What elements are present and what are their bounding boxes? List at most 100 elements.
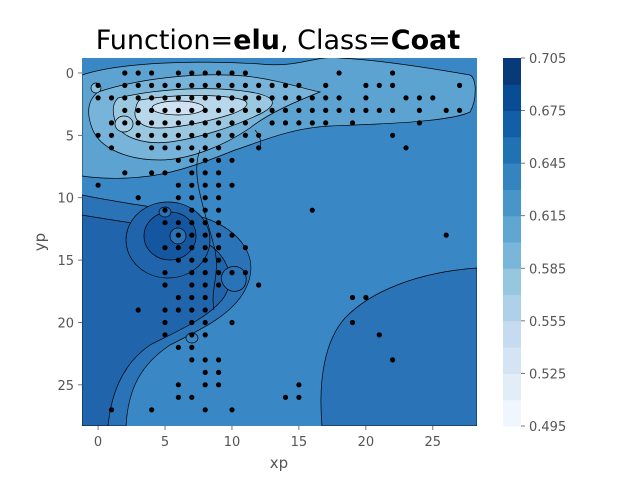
data-point [162, 95, 168, 101]
data-point [175, 257, 181, 263]
data-point [282, 120, 289, 126]
data-point [229, 95, 235, 101]
data-point [175, 132, 181, 138]
data-point [95, 132, 101, 138]
data-point [202, 95, 208, 101]
data-point [309, 95, 315, 101]
data-point [189, 195, 195, 201]
data-point [269, 95, 275, 101]
data-point [189, 257, 195, 263]
colorbar-segment [503, 268, 521, 296]
data-point [149, 120, 155, 126]
data-point [390, 132, 396, 138]
data-point [256, 145, 262, 151]
data-point [443, 232, 449, 238]
colorbar-tick-label: 0.555 [529, 315, 566, 330]
contour-line-column [196, 149, 217, 311]
data-point [242, 70, 248, 76]
data-point [229, 407, 235, 413]
data-point [336, 70, 342, 76]
data-point [122, 95, 128, 101]
data-point [216, 220, 222, 226]
x-axis-ticks: 0 5 10 15 20 25 [94, 426, 441, 450]
data-point [202, 332, 208, 338]
data-point [189, 245, 195, 251]
data-point [202, 195, 208, 201]
data-point [269, 120, 275, 126]
data-point [282, 82, 289, 88]
data-point [416, 107, 422, 113]
data-point [202, 382, 208, 388]
data-point [216, 207, 222, 213]
data-point [162, 207, 168, 213]
data-point [323, 107, 329, 113]
data-point [216, 245, 222, 251]
data-point [202, 294, 208, 301]
data-point [242, 95, 248, 101]
colorbar-tick-label: 0.495 [529, 420, 566, 435]
data-point [202, 82, 208, 88]
data-point [108, 145, 115, 151]
data-point [95, 182, 101, 188]
data-point [202, 145, 208, 151]
data-point [175, 220, 181, 226]
data-point [175, 82, 181, 88]
y-tick-label: 15 [57, 254, 74, 269]
data-point [202, 157, 208, 163]
chart-title: Function=elu, Class=Coat [96, 25, 461, 56]
data-point [390, 82, 396, 88]
data-point [202, 207, 208, 213]
data-point [256, 82, 262, 88]
data-point [202, 245, 208, 251]
data-point [202, 182, 208, 188]
data-point [135, 107, 141, 113]
x-tick-label: 25 [425, 435, 442, 450]
data-point [256, 132, 262, 138]
data-point [202, 319, 208, 326]
data-point [403, 95, 409, 101]
colorbar: 0.705 0.675 0.645 0.615 0.585 0.555 0.525 0.495 [503, 52, 566, 435]
data-point [122, 170, 128, 176]
data-point [162, 319, 168, 326]
data-point [189, 207, 195, 213]
data-point [216, 182, 222, 188]
data-point [282, 107, 289, 113]
x-tick-label: 10 [224, 435, 241, 450]
colorbar-segment [503, 320, 521, 348]
contour-band-dark-right [320, 267, 477, 426]
data-point [336, 107, 342, 113]
colorbar-segment [503, 110, 521, 138]
data-point [202, 170, 208, 176]
colorbar-segment [503, 294, 521, 322]
data-point [135, 82, 141, 88]
data-point [336, 95, 342, 101]
data-point [189, 95, 195, 101]
x-tick-label: 5 [161, 435, 169, 450]
colorbar-segment [503, 242, 521, 269]
x-tick-label: 20 [358, 435, 375, 450]
data-point [149, 107, 155, 113]
data-point [390, 70, 396, 76]
data-point [162, 132, 168, 138]
data-point [390, 357, 396, 363]
data-point [175, 382, 181, 388]
data-point [349, 319, 356, 326]
contour-small-loop [221, 266, 247, 292]
data-point [95, 82, 101, 88]
data-point [202, 232, 208, 238]
data-point [323, 95, 329, 101]
y-tick-label: 0 [66, 67, 74, 82]
data-point [189, 220, 195, 226]
title-class: Coat [391, 25, 461, 56]
data-point [122, 82, 128, 88]
data-point [149, 95, 155, 101]
data-point [229, 82, 235, 88]
data-point [309, 207, 315, 213]
colorbar-segment [503, 215, 521, 243]
colorbar-segment [503, 399, 521, 427]
data-point [229, 182, 235, 188]
data-point [189, 132, 195, 138]
data-point [162, 170, 168, 176]
data-point [162, 82, 168, 88]
data-point [216, 357, 222, 363]
